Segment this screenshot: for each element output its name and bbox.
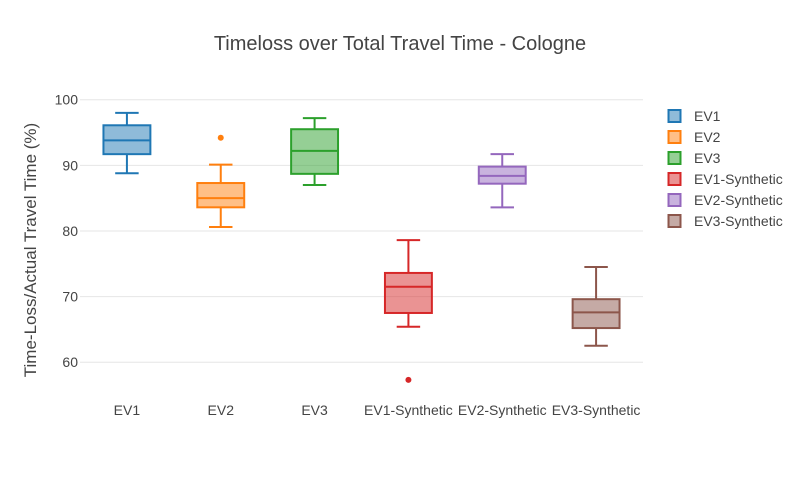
box-ev2 bbox=[196, 134, 246, 228]
legend-label: EV1-Synthetic bbox=[694, 171, 783, 187]
x-tick-label: EV2 bbox=[208, 402, 235, 418]
y-axis-label: Time-Loss/Actual Travel Time (%) bbox=[21, 123, 40, 377]
iqr-box bbox=[571, 298, 621, 330]
x-axis-ticks: EV1 EV2 EV3 EV1-Synthetic EV2-Synthetic EV3-S… bbox=[114, 402, 641, 418]
legend-item-ev2-synthetic: EV2-Synthetic bbox=[667, 192, 783, 208]
y-tick-label: 70 bbox=[62, 289, 78, 305]
y-tick-label: 90 bbox=[62, 157, 78, 173]
outlier-point bbox=[405, 376, 412, 383]
legend-label: EV2-Synthetic bbox=[694, 192, 783, 208]
y-tick-label: 60 bbox=[62, 354, 78, 370]
x-tick-label: EV3 bbox=[301, 402, 328, 418]
x-tick-label: EV3-Synthetic bbox=[552, 402, 641, 418]
grid-lines bbox=[80, 99, 643, 363]
box-ev1 bbox=[102, 111, 152, 175]
legend-item-ev3: EV3 bbox=[667, 150, 721, 166]
y-tick-label: 80 bbox=[62, 223, 78, 239]
legend-swatch bbox=[667, 172, 682, 186]
y-tick-label: 100 bbox=[55, 92, 79, 108]
legend-item-ev1: EV1 bbox=[667, 108, 721, 124]
box-ev3 bbox=[290, 117, 340, 186]
outlier-point bbox=[217, 134, 224, 141]
x-tick-label: EV2-Synthetic bbox=[458, 402, 547, 418]
legend-label: EV2 bbox=[694, 129, 721, 145]
legend-label: EV3-Synthetic bbox=[694, 213, 783, 229]
legend: EV1 EV2 EV3 EV1-Synthetic EV2-Synthetic EV3-S… bbox=[667, 108, 783, 229]
box-ev2-synthetic bbox=[477, 153, 527, 209]
legend-swatch bbox=[667, 109, 682, 123]
legend-swatch bbox=[667, 151, 682, 165]
legend-item-ev2: EV2 bbox=[667, 129, 721, 145]
box-ev1-synthetic bbox=[383, 239, 433, 383]
legend-label: EV3 bbox=[694, 150, 721, 166]
legend-item-ev3-synthetic: EV3-Synthetic bbox=[667, 213, 783, 229]
iqr-box bbox=[383, 271, 433, 314]
y-axis-ticks: 60 70 80 90 100 bbox=[55, 92, 79, 371]
iqr-box bbox=[196, 182, 246, 209]
legend-item-ev1-synthetic: EV1-Synthetic bbox=[667, 171, 783, 187]
legend-label: EV1 bbox=[694, 108, 721, 124]
x-tick-label: EV1-Synthetic bbox=[364, 402, 453, 418]
x-tick-label: EV1 bbox=[114, 402, 141, 418]
legend-swatch bbox=[667, 214, 682, 228]
box-ev3-synthetic bbox=[571, 266, 621, 347]
chart-title: Timeloss over Total Travel Time - Cologn… bbox=[214, 33, 586, 55]
box-series bbox=[102, 111, 621, 383]
legend-swatch bbox=[667, 130, 682, 144]
legend-swatch bbox=[667, 193, 682, 207]
